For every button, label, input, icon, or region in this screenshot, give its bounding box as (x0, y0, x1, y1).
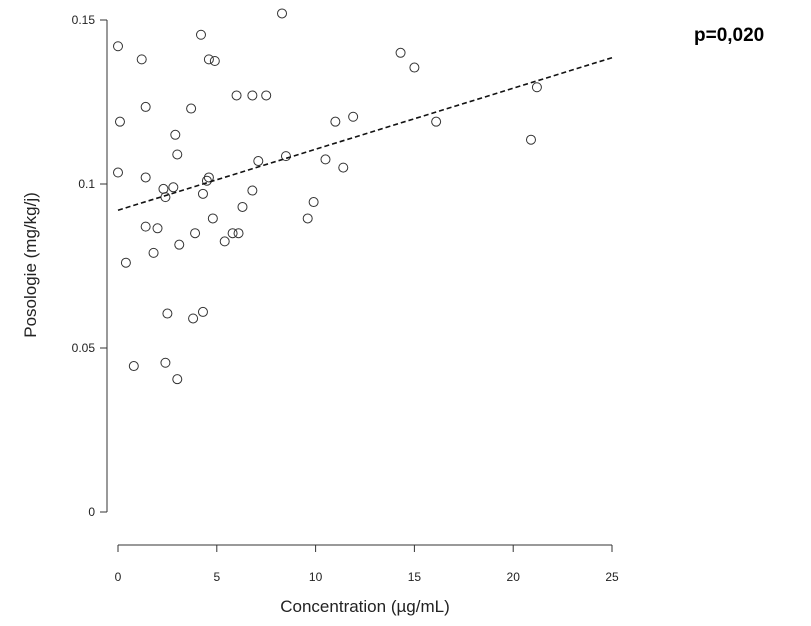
data-point (148, 247, 159, 258)
data-point (207, 213, 218, 224)
x-tick-label: 15 (408, 570, 422, 584)
data-point (253, 156, 264, 167)
data-point (113, 167, 123, 178)
data-point (172, 149, 183, 160)
data-point (330, 116, 341, 127)
data-point (170, 129, 181, 140)
data-point (237, 201, 248, 212)
x-tick-label: 20 (507, 570, 521, 584)
data-point (160, 357, 171, 368)
y-tick-label: 0.05 (72, 341, 96, 355)
data-points (113, 8, 542, 385)
x-tick-label: 0 (115, 570, 122, 584)
data-point (233, 228, 244, 239)
data-point (114, 116, 125, 127)
data-point (188, 313, 199, 324)
data-point (186, 103, 197, 114)
data-point (203, 172, 214, 183)
data-point (160, 192, 171, 203)
data-point (320, 154, 331, 165)
data-point (209, 56, 220, 66)
data-point (140, 221, 151, 232)
data-point (140, 172, 151, 183)
y-axis-title: Posologie (mg/kg/j) (21, 192, 40, 338)
data-point (136, 54, 147, 65)
y-tick-label: 0 (88, 505, 95, 519)
data-point (247, 90, 258, 101)
x-axis-title: Concentration (µg/mL) (280, 597, 449, 616)
data-point (158, 183, 169, 194)
trendline (117, 56, 613, 212)
data-point (348, 111, 359, 122)
data-point (338, 162, 349, 173)
data-point (120, 257, 131, 268)
data-point (227, 228, 238, 239)
data-point (525, 134, 536, 145)
data-point (162, 308, 173, 319)
data-point (531, 82, 542, 93)
data-point (409, 62, 420, 73)
data-point (168, 182, 179, 193)
y-tick-label: 0.1 (78, 177, 95, 191)
data-point (308, 197, 319, 208)
data-point (302, 213, 313, 224)
x-axis: 0 5 10 15 20 25 (115, 544, 619, 584)
data-point (203, 54, 214, 65)
data-point (113, 41, 123, 52)
data-point (247, 185, 258, 196)
p-value-annotation: p=0,020 (694, 25, 764, 46)
x-tick-label: 10 (309, 570, 323, 584)
trendline-group (117, 56, 613, 212)
data-point (128, 361, 139, 372)
data-point (280, 151, 291, 162)
data-point (172, 374, 183, 385)
data-point (219, 236, 230, 247)
data-point (231, 90, 242, 101)
y-tick-label: 0.15 (72, 13, 96, 27)
data-point (174, 239, 185, 250)
data-point (190, 228, 201, 239)
data-point (140, 101, 151, 112)
data-point (395, 47, 406, 58)
data-point (277, 8, 288, 19)
data-point (152, 223, 163, 234)
x-tick-label: 25 (605, 570, 619, 584)
data-point (431, 116, 442, 127)
x-tick-label: 5 (213, 570, 220, 584)
y-axis: 0 0.05 0.1 0.15 (72, 13, 108, 519)
data-point (195, 29, 206, 40)
data-point (261, 90, 272, 101)
data-point (197, 306, 208, 317)
data-point (197, 188, 208, 199)
